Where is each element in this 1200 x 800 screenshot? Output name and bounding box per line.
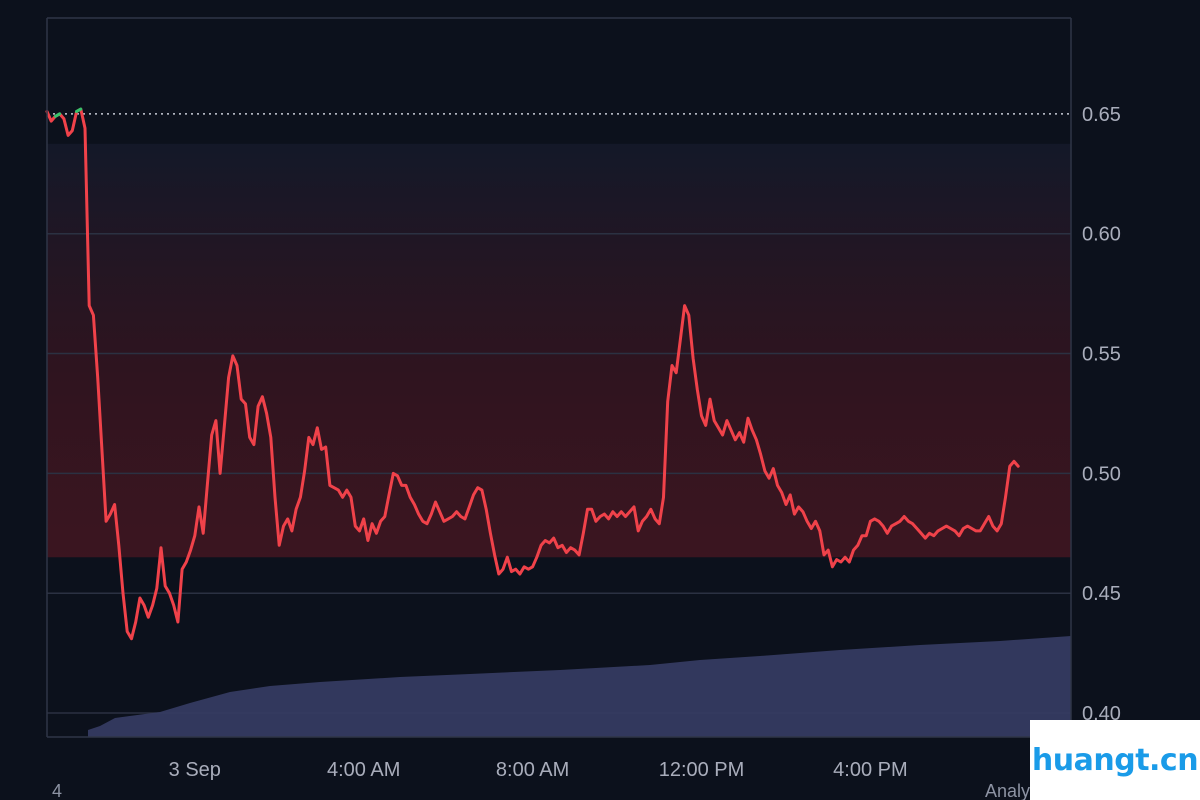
x-tick-label-3: 12:00 PM xyxy=(659,759,745,781)
y-tick-label-3: 0.50 xyxy=(1082,463,1121,485)
watermark-text: huangt.cn xyxy=(1031,742,1199,778)
y-tick-label-1: 0.60 xyxy=(1082,224,1121,246)
x-tick-label-4: 4:00 PM xyxy=(833,759,907,781)
y-tick-label-0: 0.65 xyxy=(1082,104,1121,126)
volume-area xyxy=(88,636,1071,737)
watermark-logo: huangt.cn xyxy=(1030,720,1200,800)
y-tick-label-2: 0.55 xyxy=(1082,344,1121,366)
price-band xyxy=(47,143,1071,558)
x-tick-label-0: 3 Sep xyxy=(169,759,221,781)
y-tick-label-5: 0.40 xyxy=(1082,703,1121,725)
price-line-up-segment xyxy=(53,112,62,118)
price-line-up-segment xyxy=(75,107,83,113)
x-tick-label-1: 4:00 AM xyxy=(327,759,400,781)
x-tick-label-2: 8:00 AM xyxy=(496,759,569,781)
y-tick-label-4: 0.45 xyxy=(1082,583,1121,605)
axis-fragment-left: 4 xyxy=(52,781,62,800)
price-line xyxy=(45,107,1020,641)
